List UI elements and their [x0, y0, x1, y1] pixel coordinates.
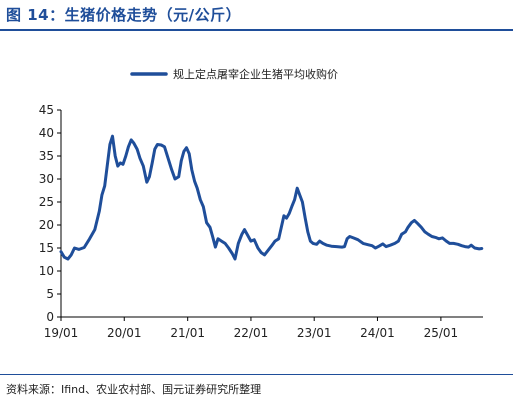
y-tick-label: 45	[39, 103, 54, 117]
series-line-pig-price	[59, 134, 484, 261]
x-tick-label: 20/01	[107, 326, 142, 340]
source-note: 资料来源：Ifind、农业农村部、国元证券研究所整理	[6, 383, 262, 396]
y-tick-label: 25	[39, 195, 54, 209]
y-tick-label: 30	[39, 172, 54, 186]
y-tick-label: 10	[39, 264, 54, 278]
x-tick-label: 21/01	[170, 326, 205, 340]
x-tick-label: 24/01	[360, 326, 395, 340]
x-tick-label: 25/01	[424, 326, 459, 340]
legend: 规上定点屠宰企业生猪平均收购价	[130, 67, 338, 81]
title-divider	[0, 29, 513, 31]
x-tick-label: 19/01	[44, 326, 79, 340]
legend-label: 规上定点屠宰企业生猪平均收购价	[173, 67, 338, 81]
footer-divider	[0, 374, 513, 375]
y-axis-ticks: 0 5 10 15 20 25 30 35 40 45	[39, 103, 61, 324]
x-tick-label: 23/01	[297, 326, 332, 340]
chart-title: 图 14：生猪价格走势（元/公斤）	[6, 6, 242, 24]
y-tick-label: 40	[39, 126, 54, 140]
y-tick-label: 15	[39, 241, 54, 255]
x-axis-ticks: 19/01 20/01 21/01 22/01 23/01 24/01 25/01	[44, 317, 458, 340]
y-tick-label: 20	[39, 218, 54, 232]
x-tick-label: 22/01	[234, 326, 269, 340]
y-tick-label: 35	[39, 149, 54, 163]
y-tick-label: 5	[46, 287, 54, 301]
y-tick-label: 0	[46, 310, 54, 324]
